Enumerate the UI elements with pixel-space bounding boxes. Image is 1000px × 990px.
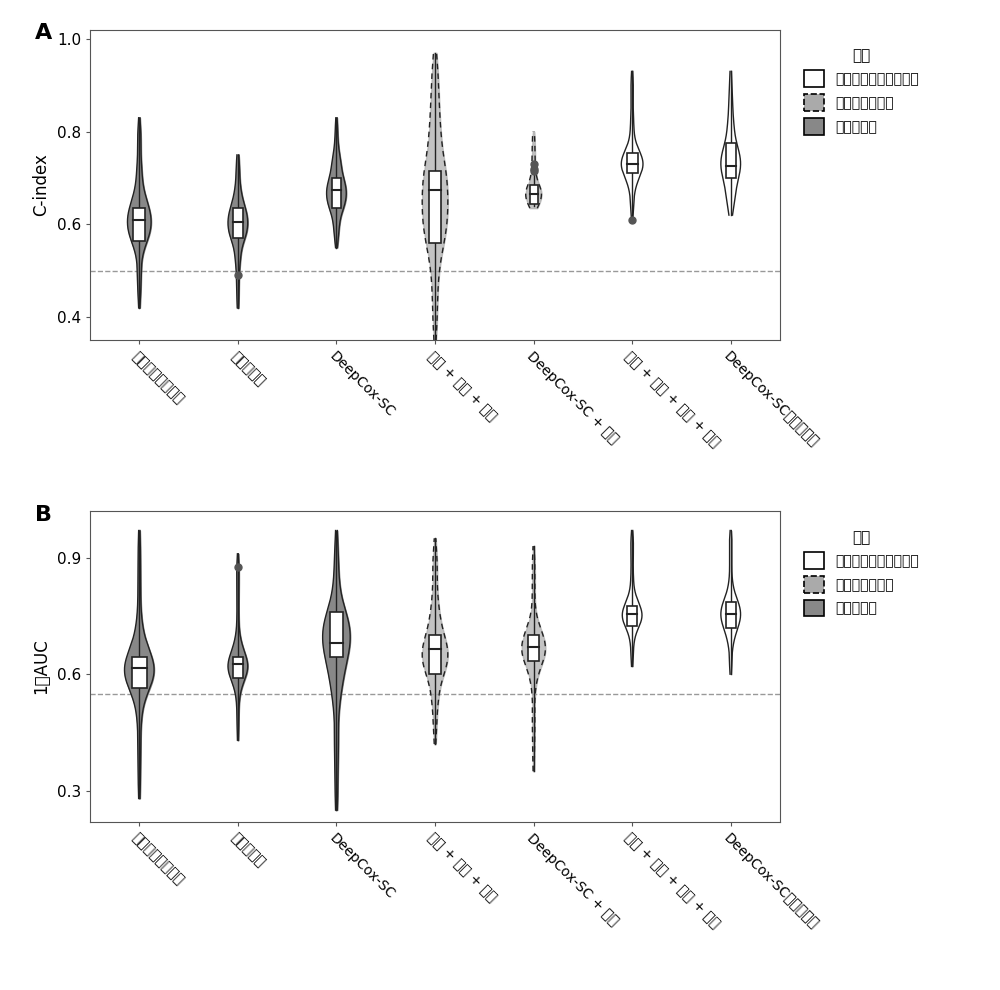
Legend: 基于图像，年龄和基因, 基于图像和年龄, 仅基于图像: 基于图像，年龄和基因, 基于图像和年龄, 仅基于图像 <box>798 43 925 141</box>
Bar <box>528 636 539 660</box>
Bar <box>429 171 441 243</box>
Y-axis label: C-index: C-index <box>32 153 50 217</box>
Bar <box>726 602 736 628</box>
Bar <box>133 208 145 241</box>
Legend: 基于图像，年龄和基因, 基于图像和年龄, 仅基于图像: 基于图像，年龄和基因, 基于图像和年龄, 仅基于图像 <box>798 525 925 622</box>
Text: B: B <box>35 505 52 525</box>
Bar <box>627 606 637 626</box>
Bar <box>726 144 736 178</box>
Text: A: A <box>35 24 52 44</box>
Bar <box>332 178 341 208</box>
Bar <box>627 152 638 173</box>
Bar <box>330 612 343 656</box>
Bar <box>132 656 147 688</box>
Bar <box>233 656 243 678</box>
Bar <box>429 636 441 674</box>
Y-axis label: 1年AUC: 1年AUC <box>32 639 50 694</box>
Bar <box>233 208 243 239</box>
Bar <box>530 185 538 204</box>
